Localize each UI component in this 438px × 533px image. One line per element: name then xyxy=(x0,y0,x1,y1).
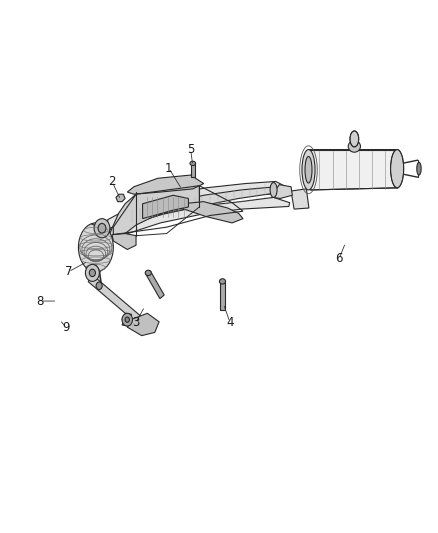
Polygon shape xyxy=(104,181,291,240)
Text: 2: 2 xyxy=(108,175,116,188)
Polygon shape xyxy=(88,274,146,327)
Ellipse shape xyxy=(350,131,359,147)
Text: 8: 8 xyxy=(36,295,44,308)
Polygon shape xyxy=(127,175,204,194)
Polygon shape xyxy=(122,313,132,321)
Polygon shape xyxy=(112,233,136,249)
Ellipse shape xyxy=(302,150,315,190)
Circle shape xyxy=(85,264,99,281)
Circle shape xyxy=(94,219,110,238)
Polygon shape xyxy=(220,282,225,310)
Polygon shape xyxy=(306,150,398,190)
Ellipse shape xyxy=(78,223,113,272)
Polygon shape xyxy=(146,271,164,298)
Polygon shape xyxy=(122,318,132,326)
Polygon shape xyxy=(127,313,159,336)
Polygon shape xyxy=(116,194,125,201)
Text: 5: 5 xyxy=(187,143,194,156)
Text: 6: 6 xyxy=(336,252,343,265)
Circle shape xyxy=(98,223,106,233)
Polygon shape xyxy=(109,181,199,240)
Polygon shape xyxy=(291,189,309,209)
Circle shape xyxy=(125,317,130,322)
Circle shape xyxy=(89,269,95,277)
Polygon shape xyxy=(143,195,188,219)
Polygon shape xyxy=(86,265,100,277)
Text: 7: 7 xyxy=(65,265,72,278)
Ellipse shape xyxy=(417,163,421,175)
Ellipse shape xyxy=(305,157,312,183)
Ellipse shape xyxy=(145,270,151,276)
Polygon shape xyxy=(273,184,292,198)
Text: 4: 4 xyxy=(226,316,233,329)
Polygon shape xyxy=(127,187,276,225)
Ellipse shape xyxy=(348,141,360,152)
Text: 1: 1 xyxy=(165,161,173,175)
Ellipse shape xyxy=(391,150,404,188)
Ellipse shape xyxy=(190,161,196,165)
Text: 3: 3 xyxy=(132,316,140,329)
Text: 9: 9 xyxy=(63,321,70,334)
Ellipse shape xyxy=(270,182,277,197)
Polygon shape xyxy=(182,201,243,223)
Ellipse shape xyxy=(219,279,226,284)
Circle shape xyxy=(96,282,102,289)
Polygon shape xyxy=(191,165,194,177)
Circle shape xyxy=(122,313,133,326)
